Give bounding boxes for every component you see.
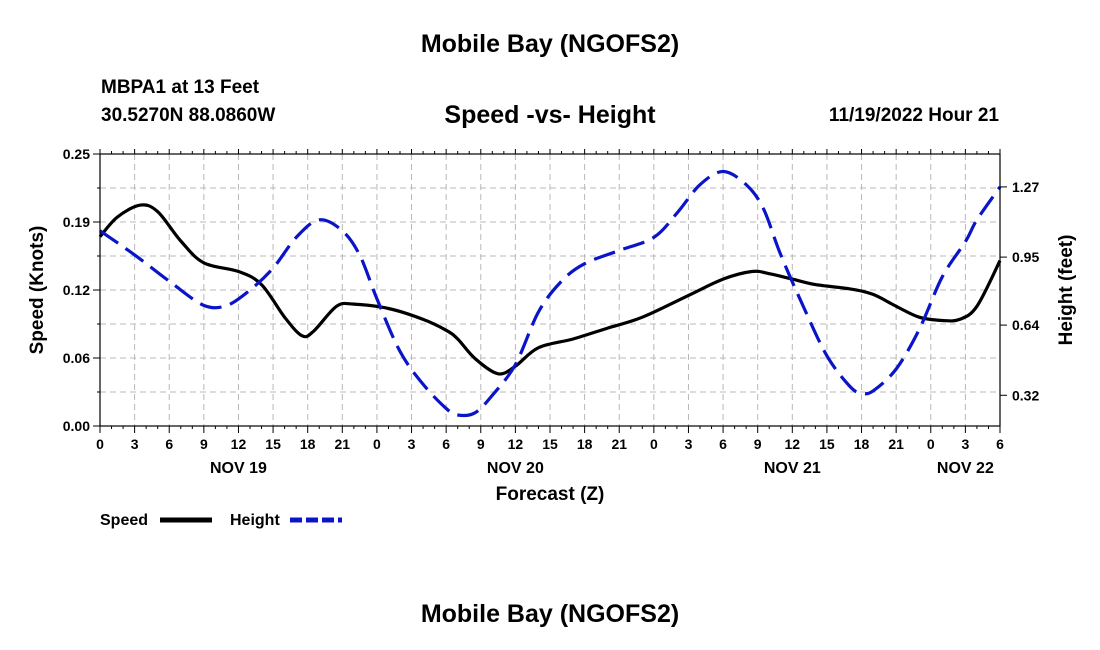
x-tick-label: 21 bbox=[888, 436, 904, 452]
y-tick-label: 0.25 bbox=[63, 146, 90, 162]
x-tick-label: 12 bbox=[785, 436, 801, 452]
footer-title: Mobile Bay (NGOFS2) bbox=[420, 600, 680, 628]
x-tick-label: 6 bbox=[165, 436, 173, 452]
x-tick-label: 18 bbox=[577, 436, 593, 452]
y-tick-label: 0.12 bbox=[63, 282, 90, 298]
y-tick-label: 0.19 bbox=[63, 214, 90, 230]
y2-axis-title: Height (feet) bbox=[1056, 235, 1077, 346]
x-tick-label: 9 bbox=[477, 436, 485, 452]
x-tick-label: 0 bbox=[927, 436, 935, 452]
x-tick-label: 12 bbox=[508, 436, 524, 452]
day-label: NOV 19 bbox=[210, 460, 267, 477]
chart-title: Speed -vs- Height bbox=[444, 101, 656, 129]
forecast-time: 11/19/2022 Hour 21 bbox=[828, 105, 999, 126]
x-tick-label: 15 bbox=[265, 436, 281, 452]
grid bbox=[100, 154, 1000, 426]
page-title: Mobile Bay (NGOFS2) bbox=[420, 30, 680, 58]
x-tick-label: 6 bbox=[996, 436, 1004, 452]
y-axis-title: Speed (Knots) bbox=[27, 226, 48, 355]
y2-tick-label: 0.64 bbox=[1012, 317, 1039, 333]
x-tick-label: 12 bbox=[231, 436, 247, 452]
series-layer bbox=[98, 169, 1002, 418]
x-tick-label: 18 bbox=[300, 436, 316, 452]
y2-tick-label: 0.32 bbox=[1012, 387, 1039, 403]
x-tick-label: 6 bbox=[719, 436, 727, 452]
x-tick-label: 0 bbox=[96, 436, 104, 452]
series-line-speed bbox=[98, 203, 1002, 376]
station-name: MBPA1 at 13 Feet bbox=[101, 77, 260, 98]
day-label: NOV 22 bbox=[937, 460, 994, 477]
legend: Speed Height bbox=[100, 512, 342, 529]
x-axis-title: Forecast (Z) bbox=[496, 484, 605, 505]
x-tick-label: 3 bbox=[131, 436, 139, 452]
x-tick-label: 15 bbox=[542, 436, 558, 452]
y-tick-label: 0.00 bbox=[63, 418, 90, 434]
x-tick-label: 9 bbox=[200, 436, 208, 452]
x-tick-label: 6 bbox=[442, 436, 450, 452]
day-label: NOV 21 bbox=[764, 460, 821, 477]
x-tick-label: 0 bbox=[650, 436, 658, 452]
x-tick-label: 0 bbox=[373, 436, 381, 452]
x-tick-label: 18 bbox=[854, 436, 870, 452]
day-label: NOV 20 bbox=[487, 460, 544, 477]
x-tick-label: 15 bbox=[819, 436, 835, 452]
x-tick-label: 3 bbox=[408, 436, 416, 452]
x-tick-label: 21 bbox=[335, 436, 351, 452]
x-tick-label: 3 bbox=[685, 436, 693, 452]
legend-speed-label: Speed bbox=[100, 512, 148, 529]
legend-height-label: Height bbox=[230, 512, 280, 529]
y2-tick-label: 0.95 bbox=[1012, 249, 1039, 265]
y2-tick-label: 1.27 bbox=[1012, 179, 1039, 195]
ticks bbox=[93, 149, 1007, 433]
y-tick-label: 0.06 bbox=[63, 350, 90, 366]
speed-height-chart: 0 3 6 9 12 15 18 21 0 3 6 9 12 15 18 21 0 3 6 9 12 15 18 21 0 3 6N… bbox=[27, 146, 1077, 529]
x-tick-label: 3 bbox=[961, 436, 969, 452]
station-coordinates: 30.5270N 88.0860W bbox=[101, 105, 276, 126]
x-tick-label: 21 bbox=[611, 436, 627, 452]
x-tick-label: 9 bbox=[754, 436, 762, 452]
tick-labels: 0 3 6 9 12 15 18 21 0 3 6 9 12 15 18 21 0 3 6 9 12 15 18 21 0 3 6N… bbox=[63, 146, 1040, 477]
